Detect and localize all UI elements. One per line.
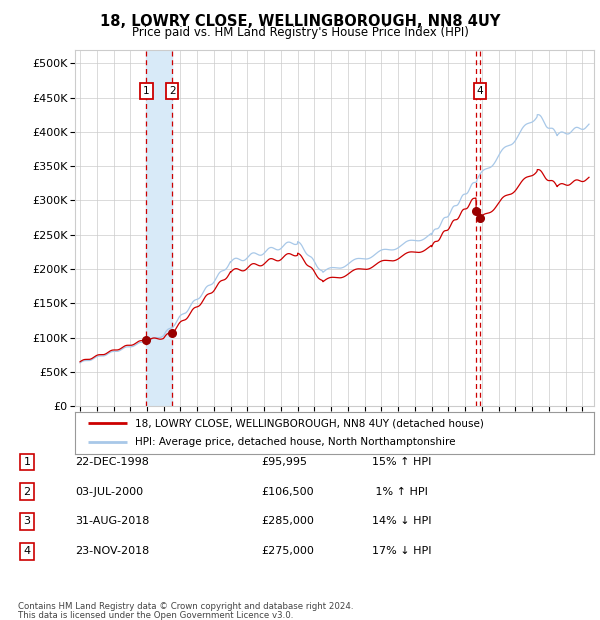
- Text: 17% ↓ HPI: 17% ↓ HPI: [372, 546, 431, 556]
- Text: 15% ↑ HPI: 15% ↑ HPI: [372, 457, 431, 467]
- Text: 1% ↑ HPI: 1% ↑ HPI: [372, 487, 428, 497]
- Text: 2: 2: [23, 487, 31, 497]
- Text: Contains HM Land Registry data © Crown copyright and database right 2024.: Contains HM Land Registry data © Crown c…: [18, 602, 353, 611]
- Text: 03-JUL-2000: 03-JUL-2000: [75, 487, 143, 497]
- Text: 18, LOWRY CLOSE, WELLINGBOROUGH, NN8 4UY: 18, LOWRY CLOSE, WELLINGBOROUGH, NN8 4UY: [100, 14, 500, 29]
- Text: 14% ↓ HPI: 14% ↓ HPI: [372, 516, 431, 526]
- Text: 4: 4: [477, 86, 484, 95]
- Text: 23-NOV-2018: 23-NOV-2018: [75, 546, 149, 556]
- Text: 1: 1: [23, 457, 31, 467]
- Text: 18, LOWRY CLOSE, WELLINGBOROUGH, NN8 4UY (detached house): 18, LOWRY CLOSE, WELLINGBOROUGH, NN8 4UY…: [134, 418, 484, 428]
- Text: 31-AUG-2018: 31-AUG-2018: [75, 516, 149, 526]
- Text: 22-DEC-1998: 22-DEC-1998: [75, 457, 149, 467]
- Text: 1: 1: [143, 86, 150, 95]
- Bar: [146, 50, 172, 406]
- Text: £285,000: £285,000: [261, 516, 314, 526]
- Text: HPI: Average price, detached house, North Northamptonshire: HPI: Average price, detached house, Nort…: [134, 438, 455, 448]
- Text: Price paid vs. HM Land Registry's House Price Index (HPI): Price paid vs. HM Land Registry's House …: [131, 26, 469, 39]
- Text: 4: 4: [23, 546, 31, 556]
- Text: 2: 2: [169, 86, 175, 95]
- Text: £275,000: £275,000: [261, 546, 314, 556]
- Text: 3: 3: [23, 516, 31, 526]
- Text: £106,500: £106,500: [261, 487, 314, 497]
- Text: £95,995: £95,995: [261, 457, 307, 467]
- Text: This data is licensed under the Open Government Licence v3.0.: This data is licensed under the Open Gov…: [18, 611, 293, 619]
